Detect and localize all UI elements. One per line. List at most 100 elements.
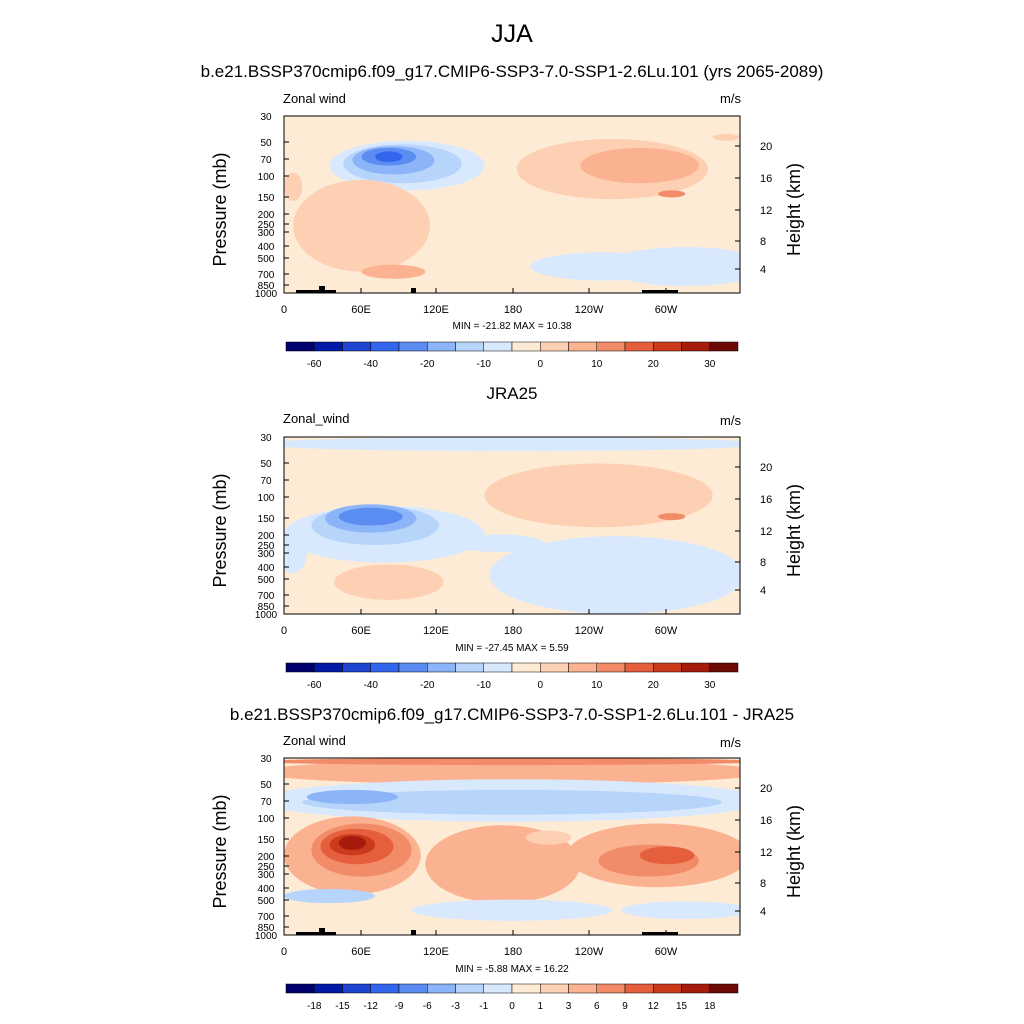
longitude-tick-label: 60E <box>351 946 371 958</box>
field-contour-10 <box>425 825 581 904</box>
panel-1-title: b.e21.BSSP370cmip6.f09_g17.CMIP6-SSP3-7.… <box>200 62 824 81</box>
colorbar-swatch <box>342 983 371 994</box>
colorbar-label: -9 <box>395 1001 404 1012</box>
longitude-tick-label: 120W <box>575 625 604 637</box>
field-contour-0 <box>284 116 740 134</box>
pressure-tick-label: 50 <box>260 780 272 791</box>
colorbar-swatch <box>427 983 456 994</box>
colorbar-swatch <box>455 662 484 673</box>
field-contour-5 <box>484 463 713 528</box>
pressure-tick-label: 400 <box>258 563 275 574</box>
colorbar-label: -3 <box>451 1001 460 1012</box>
longitude-tick-label: 60W <box>655 304 678 316</box>
height-tick-label: 4 <box>760 906 766 918</box>
field-contour-15 <box>284 888 376 904</box>
pressure-tick-label: 200 <box>258 531 275 542</box>
colorbar-label: -60 <box>307 359 322 370</box>
colorbar-swatch <box>314 341 343 352</box>
field-contour-14 <box>525 830 572 845</box>
pressure-tick-label: 200 <box>258 852 275 863</box>
colorbar-swatch <box>370 341 400 352</box>
pressure-tick-label: 500 <box>258 896 275 907</box>
height-tick-label: 20 <box>760 462 772 474</box>
field-contour-13 <box>712 133 740 141</box>
field-contour-7 <box>580 147 699 184</box>
panel-2-minmax: MIN = -27.45 MAX = 5.59 <box>455 643 569 654</box>
height-tick-label: 4 <box>760 264 766 276</box>
colorbar-swatch <box>427 341 456 352</box>
colorbar-swatch <box>314 983 343 994</box>
pressure-tick-label: 100 <box>258 814 275 825</box>
pressure-tick-label: 400 <box>258 884 275 895</box>
panel-3-units: m/s <box>720 735 741 750</box>
colorbar-swatch <box>398 983 428 994</box>
field-contour-9 <box>338 835 367 851</box>
colorbar-swatch <box>455 983 484 994</box>
colorbar-label: -15 <box>335 1001 350 1012</box>
panel-1-units: m/s <box>720 91 741 106</box>
panel-2: 3050701001502002503004005007008501000201… <box>210 433 804 691</box>
panel-3: 3050701001502002503004005007008501000201… <box>210 754 804 1012</box>
panel-3-frame <box>283 757 741 936</box>
topography-1 <box>319 928 325 935</box>
height-axis-title: Height (km) <box>784 163 804 256</box>
colorbar-swatch <box>596 983 626 994</box>
longitude-tick-label: 120E <box>423 625 449 637</box>
field-contour-0 <box>284 759 740 785</box>
colorbar-swatch <box>568 983 597 994</box>
field-contour-1 <box>284 758 740 766</box>
longitude-tick-label: 120W <box>575 946 604 958</box>
panel-3-minmax: MIN = -5.88 MAX = 16.22 <box>455 964 569 975</box>
pressure-tick-label: 250 <box>258 862 275 873</box>
longitude-tick-label: 180 <box>504 946 522 958</box>
colorbar-label: -60 <box>307 680 322 691</box>
colorbar-label: 10 <box>591 680 603 691</box>
colorbar-swatch <box>285 983 315 994</box>
height-tick-label: 8 <box>760 878 766 890</box>
colorbar-label: 3 <box>566 1001 572 1012</box>
field-contour-4 <box>306 789 398 805</box>
colorbar-label: 30 <box>704 680 716 691</box>
colorbar-label: 0 <box>537 359 543 370</box>
panel-3-colorbar: -18 -15 -12 -9 -6 -3 -1 0 1 3 6 9 12 15 18 <box>285 983 739 1012</box>
pressure-tick-label: 150 <box>258 835 275 846</box>
pressure-tick-label: 70 <box>260 797 272 808</box>
pressure-tick-label: 700 <box>258 912 275 923</box>
colorbar-swatch <box>568 341 597 352</box>
colorbar-swatch <box>427 662 456 673</box>
pressure-tick-label: 1000 <box>255 610 278 621</box>
colorbar-swatch <box>596 341 626 352</box>
colorbar-label: 9 <box>622 1001 628 1012</box>
colorbar-swatch <box>398 662 428 673</box>
colorbar-label: 10 <box>591 359 603 370</box>
height-tick-label: 20 <box>760 783 772 795</box>
colorbar-swatch <box>624 983 654 994</box>
longitude-tick-label: 0 <box>281 946 287 958</box>
panel-2-colorbar: -60 -40 -20 -10 0 10 20 30 <box>285 662 739 691</box>
longitude-tick-label: 60E <box>351 304 371 316</box>
longitude-tick-label: 180 <box>504 304 522 316</box>
field-contour-16 <box>411 899 613 921</box>
pressure-axis-title: Pressure (mb) <box>210 473 230 587</box>
pressure-tick-label: 200 <box>258 210 275 221</box>
height-tick-label: 12 <box>760 205 772 217</box>
field-contour-9 <box>452 534 544 553</box>
longitude-tick-label: 120W <box>575 304 604 316</box>
pressure-tick-label: 700 <box>258 270 275 281</box>
panel-2-title: JRA25 <box>486 384 538 403</box>
colorbar-label: 12 <box>648 1001 660 1012</box>
colorbar-label: 15 <box>676 1001 688 1012</box>
colorbar-label: 20 <box>648 359 660 370</box>
field-contour-8 <box>657 190 686 198</box>
colorbar-swatch <box>511 341 541 352</box>
pressure-tick-label: 50 <box>260 459 272 470</box>
colorbar-swatch <box>483 341 513 352</box>
panel-3-variable-label: Zonal wind <box>283 733 346 748</box>
colorbar-swatch <box>342 341 371 352</box>
height-tick-label: 16 <box>760 815 772 827</box>
field-contour-10 <box>284 530 307 574</box>
colorbar-label: -10 <box>477 680 492 691</box>
colorbar-label: -1 <box>479 1001 488 1012</box>
panel-2-units: m/s <box>720 413 741 428</box>
pressure-tick-label: 1000 <box>255 289 278 300</box>
